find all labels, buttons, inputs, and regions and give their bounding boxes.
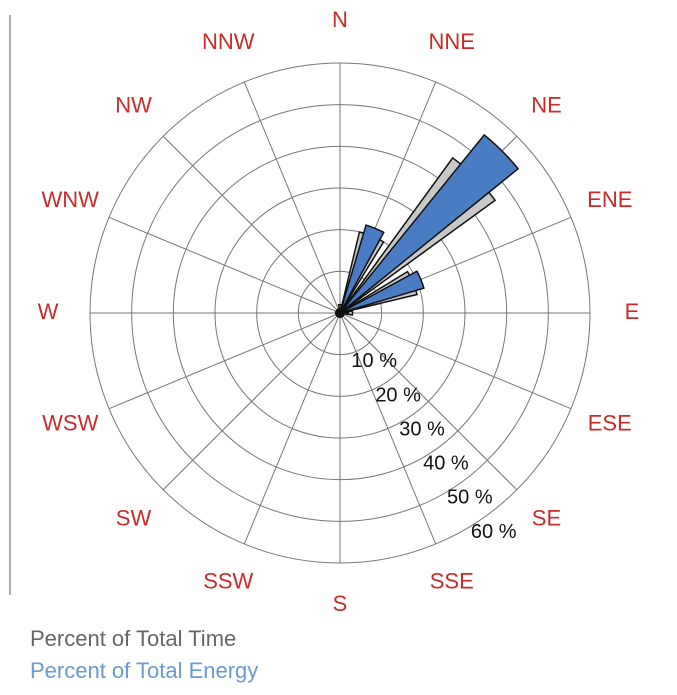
- direction-label: SE: [532, 505, 561, 530]
- wedge: [339, 133, 520, 314]
- spoke: [108, 216, 341, 314]
- direction-label: W: [38, 299, 59, 324]
- spoke: [162, 312, 341, 491]
- direction-label: S: [333, 591, 348, 616]
- wedge: [339, 311, 350, 315]
- spoke: [162, 135, 341, 314]
- spoke: [108, 312, 341, 410]
- direction-label: ESE: [588, 411, 632, 436]
- direction-label: ENE: [587, 187, 632, 212]
- ring-label: 60 %: [471, 521, 517, 543]
- direction-label: SW: [116, 505, 152, 530]
- direction-label: SSW: [203, 569, 253, 594]
- legend-entry: Percent of Total Time: [30, 626, 236, 651]
- spoke: [243, 312, 341, 545]
- wedge: [337, 310, 341, 314]
- direction-label: NE: [531, 92, 562, 117]
- ring-label: 20 %: [375, 384, 421, 406]
- wedge: [339, 224, 385, 314]
- ring-label: 10 %: [351, 350, 397, 372]
- ring-label: 40 %: [423, 453, 469, 475]
- spoke: [339, 312, 437, 545]
- direction-label: E: [625, 299, 640, 324]
- legend-entry: Percent of Total Energy: [30, 658, 258, 683]
- direction-label: N: [332, 7, 348, 32]
- direction-label: NW: [115, 92, 152, 117]
- direction-label: WSW: [42, 411, 98, 436]
- spoke: [243, 81, 341, 314]
- direction-label: SSE: [430, 569, 474, 594]
- spoke: [339, 312, 572, 410]
- ring-label: 30 %: [399, 418, 445, 440]
- direction-label: NNW: [202, 29, 255, 54]
- spoke: [339, 312, 518, 491]
- wedge: [339, 270, 425, 314]
- direction-label: WNW: [42, 187, 100, 212]
- direction-label: NNE: [429, 29, 475, 54]
- ring-label: 50 %: [447, 487, 493, 509]
